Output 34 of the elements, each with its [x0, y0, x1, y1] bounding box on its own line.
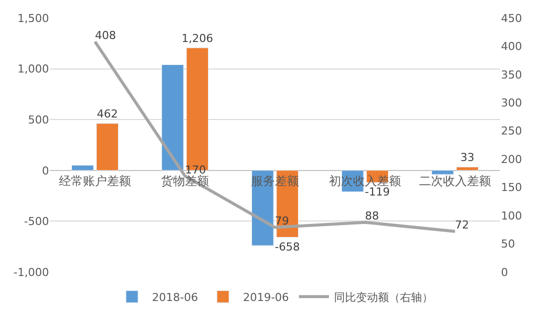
- bar: [96, 123, 119, 171]
- y2-tick-label: 350: [501, 68, 522, 82]
- y2-tick-label: 200: [501, 152, 522, 166]
- data-label: 72: [455, 218, 469, 232]
- y2-tick-label: 450: [501, 12, 522, 25]
- y-tick-label: 1,500: [18, 12, 49, 25]
- x-tick-label: 货物差额: [161, 174, 209, 188]
- legend-label: 2019-06: [242, 290, 289, 304]
- bar: [161, 64, 184, 171]
- data-label: 88: [365, 210, 379, 223]
- data-label: 408: [95, 28, 116, 42]
- legend-label: 2018-06: [152, 290, 198, 304]
- y2-tick-label: 400: [501, 40, 522, 54]
- data-label: 462: [96, 107, 118, 120]
- data-label: -658: [274, 240, 300, 254]
- data-label: 33: [460, 151, 474, 164]
- x-tick-label: 二次收入差额: [419, 174, 491, 188]
- y-tick-label: 1,000: [18, 62, 49, 76]
- y2-tick-label: 150: [501, 181, 522, 194]
- y-tick-label: 0: [42, 164, 49, 178]
- y-tick-label: -500: [24, 215, 49, 228]
- y-tick-label: -1,000: [14, 266, 49, 279]
- bar: [456, 166, 479, 171]
- y2-tick-label: 300: [501, 96, 522, 110]
- data-label: 1,206: [182, 32, 214, 45]
- bar: [71, 165, 94, 171]
- y2-tick-label: 250: [501, 124, 522, 138]
- bar: [431, 170, 454, 175]
- y2-tick-label: 100: [501, 209, 522, 222]
- y-tick-label: 500: [28, 113, 49, 126]
- y2-tick-label: 50: [501, 238, 515, 251]
- x-tick-label: 经常账户差额: [59, 174, 131, 188]
- y2-tick-label: 0: [501, 266, 508, 279]
- legend-label: 同比变动额（右轴）: [334, 290, 433, 304]
